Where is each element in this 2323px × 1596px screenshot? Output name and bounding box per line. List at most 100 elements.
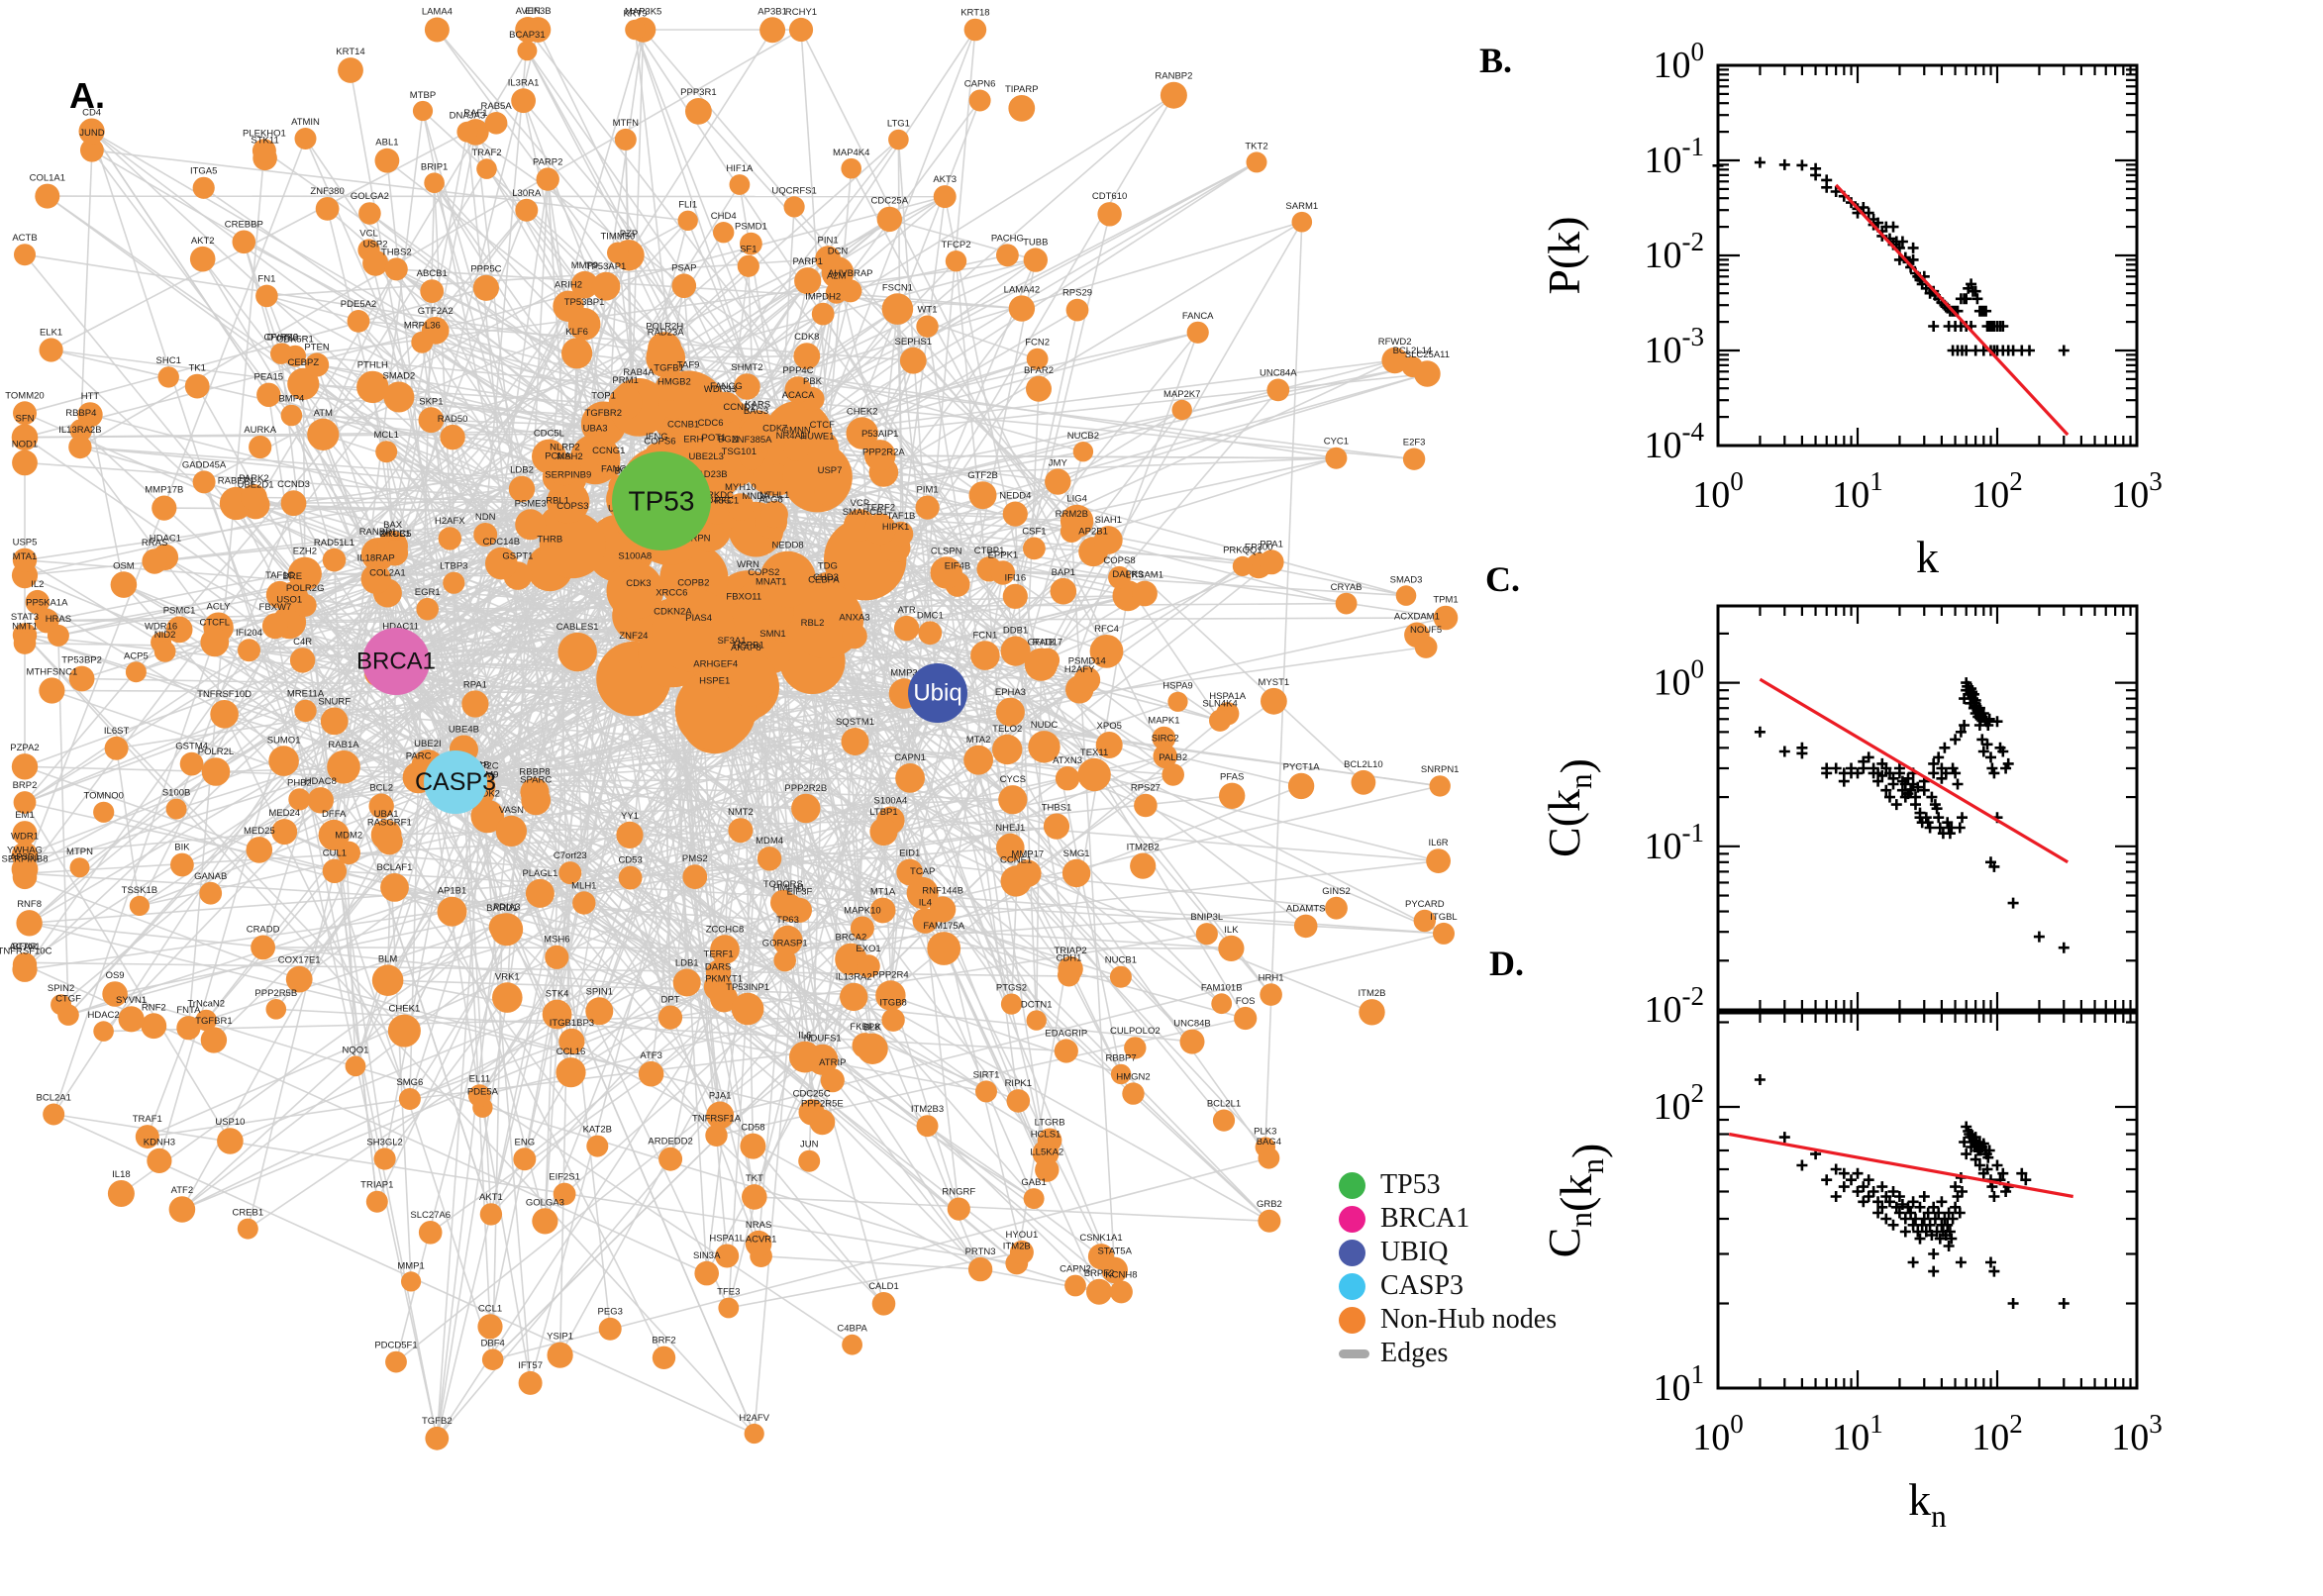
node-label: BCLAF1: [377, 862, 413, 873]
node-label: TEX11: [1080, 748, 1108, 758]
node-label: NTHL1: [759, 490, 789, 501]
non-hub-node: [1186, 321, 1209, 344]
node-label: SMG6: [396, 1077, 423, 1088]
node-label: EIF4B: [945, 561, 970, 572]
non-hub-node: [521, 785, 552, 816]
node-label: MAPK1: [1148, 716, 1179, 727]
node-label: MMP3: [890, 667, 917, 678]
non-hub-node: [280, 404, 303, 427]
node-label: POLR2L: [198, 747, 234, 757]
legend-item-nonhub: Non-Hub nodes: [1339, 1303, 1557, 1337]
node-label: FLI1: [678, 200, 697, 211]
non-hub-node: [525, 878, 555, 908]
non-hub-node: [740, 417, 772, 449]
node-label: RNF8: [17, 899, 42, 910]
node-label: ATRIP: [819, 1057, 846, 1068]
non-hub-node: [12, 864, 38, 890]
node-label: PDE5A: [467, 1087, 499, 1098]
node-label: COPS2: [748, 567, 779, 578]
non-hub-node: [1000, 993, 1023, 1015]
axis-ticks: [1716, 63, 2139, 448]
node-label: PARC: [406, 750, 432, 761]
node-label: BRIP1: [421, 161, 448, 172]
node-label: RBL2: [801, 618, 825, 629]
non-hub-node: [968, 481, 997, 510]
non-hub-node: [992, 734, 1023, 765]
non-hub-node: [996, 833, 1025, 862]
node-label: CDK7: [762, 423, 787, 434]
non-hub-node: [760, 500, 788, 529]
node-label: NUDC: [1031, 720, 1059, 731]
node-label: IL6ST: [104, 726, 130, 737]
non-hub-node: [841, 157, 861, 179]
non-hub-node: [1002, 501, 1028, 527]
non-hub-node: [261, 613, 288, 640]
non-hub-node: [168, 1196, 196, 1223]
node-label: PRKQQ1: [1223, 546, 1262, 556]
non-hub-node: [280, 490, 307, 517]
node-label: CDK8: [794, 332, 819, 343]
non-hub-node: [141, 1013, 167, 1040]
node-label: CHD4: [711, 211, 737, 222]
node-label: WRN: [737, 559, 759, 570]
node-label: PIAS4: [685, 613, 712, 624]
node-label: SQSTM1: [836, 717, 874, 728]
node-label: CDK5R1: [276, 335, 314, 346]
panel-c-label: C.: [1485, 559, 1520, 599]
non-hub-node: [558, 1028, 585, 1054]
non-hub-node: [490, 913, 524, 947]
node-label: EPPK1: [988, 549, 1019, 560]
non-hub-node: [265, 999, 287, 1020]
fit-line: [1835, 183, 2070, 437]
node-label: DAPK3: [1112, 569, 1143, 580]
node-label: DBF4: [481, 1338, 505, 1348]
non-hub-node: [1211, 993, 1233, 1015]
node-label: EDAGRIP: [1045, 1028, 1087, 1039]
node-label: CREBBP: [225, 220, 263, 231]
non-hub-node: [734, 373, 760, 400]
node-label: HCLS1: [1031, 1129, 1061, 1140]
panel-a-label: A.: [69, 75, 105, 116]
node-label: CD53: [618, 855, 642, 866]
plot-b: 100 101 102 103 100 10-1 10-2 10-3 10-4 k P(k): [1539, 37, 2163, 582]
node-label: TDG: [818, 561, 838, 572]
legend-item-ubiq: UBIQ: [1339, 1236, 1557, 1269]
non-hub-node: [744, 1423, 764, 1445]
non-hub-node: [1109, 965, 1132, 988]
node-label: HYOU1: [1006, 1230, 1039, 1241]
node-label: ACVR1: [746, 1234, 777, 1245]
non-hub-node: [710, 935, 740, 964]
non-hub-node: [305, 352, 330, 377]
node-label: NLRP2: [550, 443, 580, 453]
node-label: SFN: [16, 413, 35, 424]
non-hub-node: [1065, 298, 1089, 322]
brca1-swatch-icon: [1339, 1205, 1365, 1233]
node-label: RAD50: [438, 414, 468, 425]
node-label: EXO1: [856, 944, 880, 954]
casp3-swatch-icon: [1339, 1272, 1365, 1300]
node-label: BRCA2: [836, 933, 867, 944]
non-hub-node: [110, 571, 138, 598]
non-hub-node: [285, 965, 313, 993]
non-hub-node: [13, 791, 37, 814]
node-label: C4R: [293, 637, 312, 648]
non-hub-node: [268, 746, 299, 776]
non-hub-node: [337, 841, 361, 865]
node-label: PTEN: [304, 342, 329, 352]
node-label: MTFN: [613, 118, 640, 129]
tick-label: 10-2: [1645, 227, 1705, 276]
node-label: TELO2: [992, 724, 1022, 735]
panel-b-label: B.: [1479, 41, 1513, 80]
node-label: TGFB2: [422, 1416, 453, 1427]
non-hub-node: [1008, 95, 1036, 122]
non-hub-node: [532, 1208, 558, 1235]
node-label: ILK: [1224, 925, 1239, 936]
non-hub-node: [933, 185, 957, 209]
non-hub-node: [694, 1260, 719, 1286]
node-label: HSPE1: [699, 676, 730, 687]
non-hub-node: [11, 842, 39, 868]
node-label: DCN: [828, 246, 849, 256]
non-hub-node: [12, 821, 38, 846]
node-label: PRM1: [612, 375, 638, 386]
